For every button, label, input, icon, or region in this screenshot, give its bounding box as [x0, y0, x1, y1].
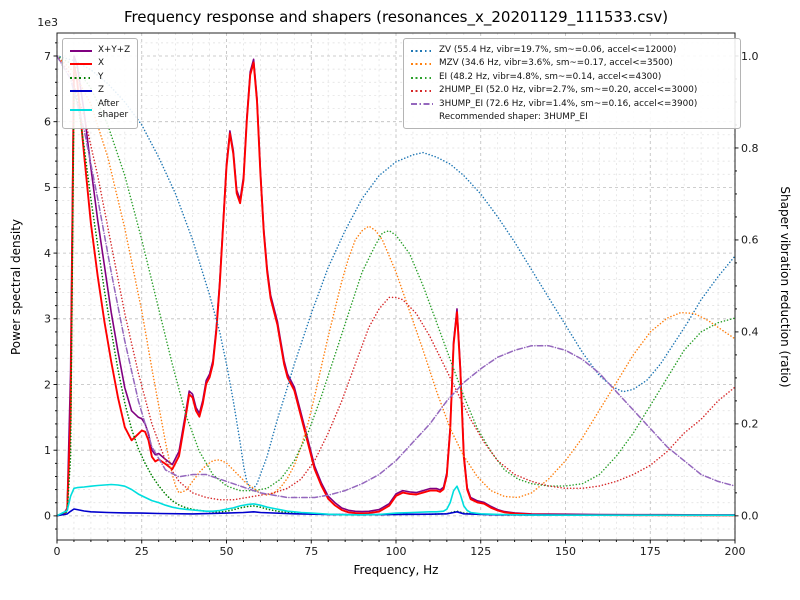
y-left-tick-label: 7 [44, 50, 51, 63]
legend-entry-EI: EI (48.2 Hz, vibr=4.8%, sm~=0.14, accel<… [411, 72, 733, 83]
psd-curve-X [57, 61, 735, 517]
y-left-tick-label: 2 [44, 378, 51, 391]
legend-label: Y [98, 71, 104, 82]
psd-curve-After shaper [57, 483, 735, 517]
legend-swatch [70, 76, 92, 79]
legend-swatch [411, 103, 433, 106]
legend-entry-ZV: ZV (55.4 Hz, vibr=19.7%, sm~=0.06, accel… [411, 45, 733, 56]
curves-layer [57, 55, 735, 517]
y-right-tick-label: 0.2 [741, 418, 759, 431]
y-left-tick-label: 6 [44, 115, 51, 128]
legend-entry-Y: Y [70, 72, 130, 83]
y-right-tick-label: 1.0 [741, 50, 759, 63]
legend-entry-MZV: MZV (34.6 Hz, vibr=3.6%, sm~=0.17, accel… [411, 58, 733, 69]
y-axis-label-right: Shaper vibration reduction (ratio) [778, 186, 792, 388]
legend-psd-rows: X+Y+Z X Y Z After shaper [70, 45, 130, 122]
y-left-tick-label: 3 [44, 313, 51, 326]
y-left-tick-label: 5 [44, 181, 51, 194]
legend-label: X+Y+Z [98, 45, 131, 55]
legend-label: After shaper [98, 98, 129, 121]
legend-entry-X: X [70, 58, 130, 69]
y-right-tick-label: 0.6 [741, 234, 759, 247]
legend-entry-X+Y+Z: X+Y+Z [70, 45, 130, 56]
x-tick-label: 175 [640, 545, 661, 558]
y-left-tick-label: 1 [44, 444, 51, 457]
x-tick-label: 200 [725, 545, 746, 558]
legend-swatch [411, 63, 433, 66]
legend-swatch [411, 49, 433, 52]
legend-swatch [70, 109, 92, 112]
legend-label: EI (48.2 Hz, vibr=4.8%, sm~=0.14, accel<… [439, 71, 662, 82]
legend-label: 2HUMP_EI (52.0 Hz, vibr=2.7%, sm~=0.20, … [439, 85, 698, 96]
x-tick-label: 100 [386, 545, 407, 558]
x-tick-label: 50 [220, 545, 234, 558]
x-tick-label: 150 [555, 545, 576, 558]
recommended-shaper-note: Recommended shaper: 3HUMP_EI [439, 112, 588, 123]
y-right-tick-label: 0.8 [741, 142, 759, 155]
legend-label: 3HUMP_EI (72.6 Hz, vibr=1.4%, sm~=0.16, … [439, 98, 698, 109]
grid-major [56, 33, 736, 540]
y-right-tick-label: 0.0 [741, 510, 759, 523]
shaper-curve-3HUMP_EI [57, 55, 735, 499]
legend-label: Z [98, 85, 105, 96]
y-left-offset-text: 1e3 [37, 16, 58, 29]
legend-swatch [70, 63, 92, 66]
shaper-curve-ZV [57, 55, 735, 490]
shaper-curve-2HUMP_EI [57, 55, 735, 501]
legend-swatch [411, 76, 433, 79]
legend-entry-After shaper: After shaper [70, 99, 130, 122]
legend-swatch [70, 49, 92, 52]
y-right-tick-label: 0.4 [741, 326, 759, 339]
y-left-tick-label: 4 [44, 247, 51, 260]
shaper-curve-MZV [57, 55, 735, 499]
x-tick-label: 75 [304, 545, 318, 558]
legend-entry-3HUMP_EI: 3HUMP_EI (72.6 Hz, vibr=1.4%, sm~=0.16, … [411, 99, 733, 110]
legend-label: ZV (55.4 Hz, vibr=19.7%, sm~=0.06, accel… [439, 45, 677, 55]
legend-swatch [70, 89, 92, 92]
tick-labels-layer: 0 25 50 75 100 125 150 175 200 0 1 2 3 4 5 6 7 0.0 0.2 0.4 0… [37, 16, 758, 558]
y-left-tick-label: 0 [44, 510, 51, 523]
legend-shapers: ZV (55.4 Hz, vibr=19.7%, sm~=0.06, accel… [403, 38, 741, 129]
chart-title: Frequency response and shapers (resonanc… [123, 8, 669, 26]
legend-label: X [98, 58, 105, 69]
y-axis-label-left: Power spectral density [9, 218, 23, 356]
legend-entry-Z: Z [70, 85, 130, 96]
x-tick-label: 125 [470, 545, 491, 558]
x-tick-label: 0 [54, 545, 61, 558]
legend-swatch [411, 89, 433, 92]
legend-entry-2HUMP_EI: 2HUMP_EI (52.0 Hz, vibr=2.7%, sm~=0.20, … [411, 85, 733, 96]
psd-curve-Z [57, 508, 735, 517]
ticks-layer [53, 42, 739, 544]
x-axis-label: Frequency, Hz [353, 563, 439, 577]
legend-label: MZV (34.6 Hz, vibr=3.6%, sm~=0.17, accel… [439, 58, 673, 69]
legend-shapers-rows: ZV (55.4 Hz, vibr=19.7%, sm~=0.06, accel… [411, 45, 733, 110]
legend-psd: X+Y+Z X Y Z After shaper [62, 38, 139, 129]
x-tick-label: 25 [135, 545, 149, 558]
